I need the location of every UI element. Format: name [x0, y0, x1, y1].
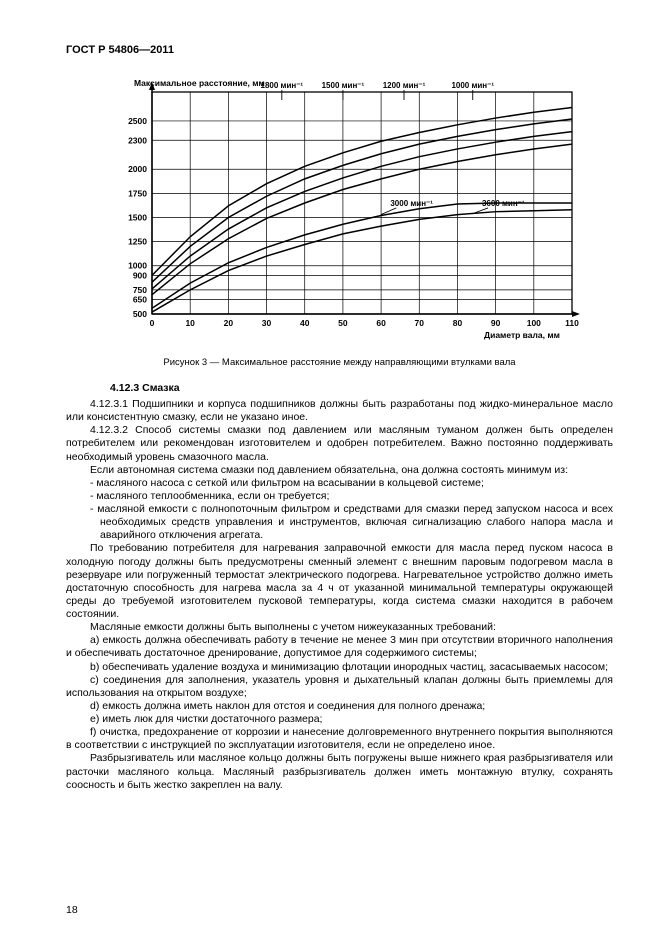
dash-list: масляного насоса с сеткой или фильтром н…: [66, 477, 613, 543]
list-item: масляной емкости с полнопоточным фильтро…: [66, 503, 613, 542]
page-number: 18: [66, 904, 78, 916]
svg-text:30: 30: [261, 318, 271, 328]
svg-text:1800 мин⁻¹: 1800 мин⁻¹: [260, 81, 303, 90]
svg-text:10: 10: [185, 318, 195, 328]
svg-text:90: 90: [490, 318, 500, 328]
svg-text:110: 110: [565, 318, 579, 328]
list-item: масляного теплообменника, если он требуе…: [66, 490, 613, 503]
svg-text:3600 мин⁻¹: 3600 мин⁻¹: [481, 199, 524, 208]
para-last: Разбрызгиватель или масляное кольцо долж…: [66, 752, 613, 791]
svg-text:1500: 1500: [128, 212, 147, 222]
letter-f: f) очистка, предохранение от коррозии и …: [66, 726, 613, 752]
svg-text:100: 100: [526, 318, 540, 328]
para-heating: По требованию потребителя для нагревания…: [66, 542, 613, 621]
svg-text:70: 70: [414, 318, 424, 328]
doc-header: ГОСТ Р 54806—2011: [66, 44, 613, 56]
svg-text:20: 20: [223, 318, 233, 328]
svg-text:40: 40: [299, 318, 309, 328]
svg-text:0: 0: [149, 318, 154, 328]
para-4-12-3-1: 4.12.3.1 Подшипники и корпуса подшипнико…: [66, 398, 613, 424]
svg-text:650: 650: [132, 295, 146, 305]
svg-text:2300: 2300: [128, 135, 147, 145]
svg-text:1500 мин⁻¹: 1500 мин⁻¹: [321, 81, 364, 90]
svg-text:3000 мин⁻¹: 3000 мин⁻¹: [390, 199, 433, 208]
svg-text:900: 900: [132, 270, 146, 280]
svg-text:2000: 2000: [128, 164, 147, 174]
svg-text:Максимальное расстояние, мм: Максимальное расстояние, мм: [134, 78, 265, 88]
letter-c: c) соединения для заполнения, указатель …: [66, 674, 613, 700]
svg-text:60: 60: [376, 318, 386, 328]
svg-text:1200 мин⁻¹: 1200 мин⁻¹: [382, 81, 425, 90]
para-intro-list: Если автономная система смазки под давле…: [66, 464, 613, 477]
letter-b: b) обеспечивать удаление воздуха и миним…: [66, 661, 613, 674]
max-distance-chart: 5006507509001000125015001750200023002500…: [100, 74, 580, 344]
svg-text:1750: 1750: [128, 188, 147, 198]
figure-caption: Рисунок 3 — Максимальное расстояние межд…: [66, 357, 613, 368]
list-item: масляного насоса с сеткой или фильтром н…: [66, 477, 613, 490]
letter-e: e) иметь люк для чистки достаточного раз…: [66, 713, 613, 726]
letter-a: a) емкость должна обеспечивать работу в …: [66, 634, 613, 660]
svg-text:1000: 1000: [128, 261, 147, 271]
svg-text:2500: 2500: [128, 116, 147, 126]
svg-text:1000 мин⁻¹: 1000 мин⁻¹: [451, 81, 494, 90]
svg-text:750: 750: [132, 285, 146, 295]
figure-3: 5006507509001000125015001750200023002500…: [100, 74, 580, 349]
svg-text:1250: 1250: [128, 237, 147, 247]
para-4-12-3-2: 4.12.3.2 Способ системы смазки под давле…: [66, 424, 613, 463]
svg-text:50: 50: [338, 318, 348, 328]
para-letters-intro: Масляные емкости должны быть выполнены с…: [66, 621, 613, 634]
svg-text:500: 500: [132, 309, 146, 319]
letter-d: d) емкость должна иметь наклон для отсто…: [66, 700, 613, 713]
section-title: 4.12.3 Смазка: [110, 382, 613, 394]
svg-text:Диаметр вала, мм: Диаметр вала, мм: [484, 330, 560, 340]
svg-text:80: 80: [452, 318, 462, 328]
